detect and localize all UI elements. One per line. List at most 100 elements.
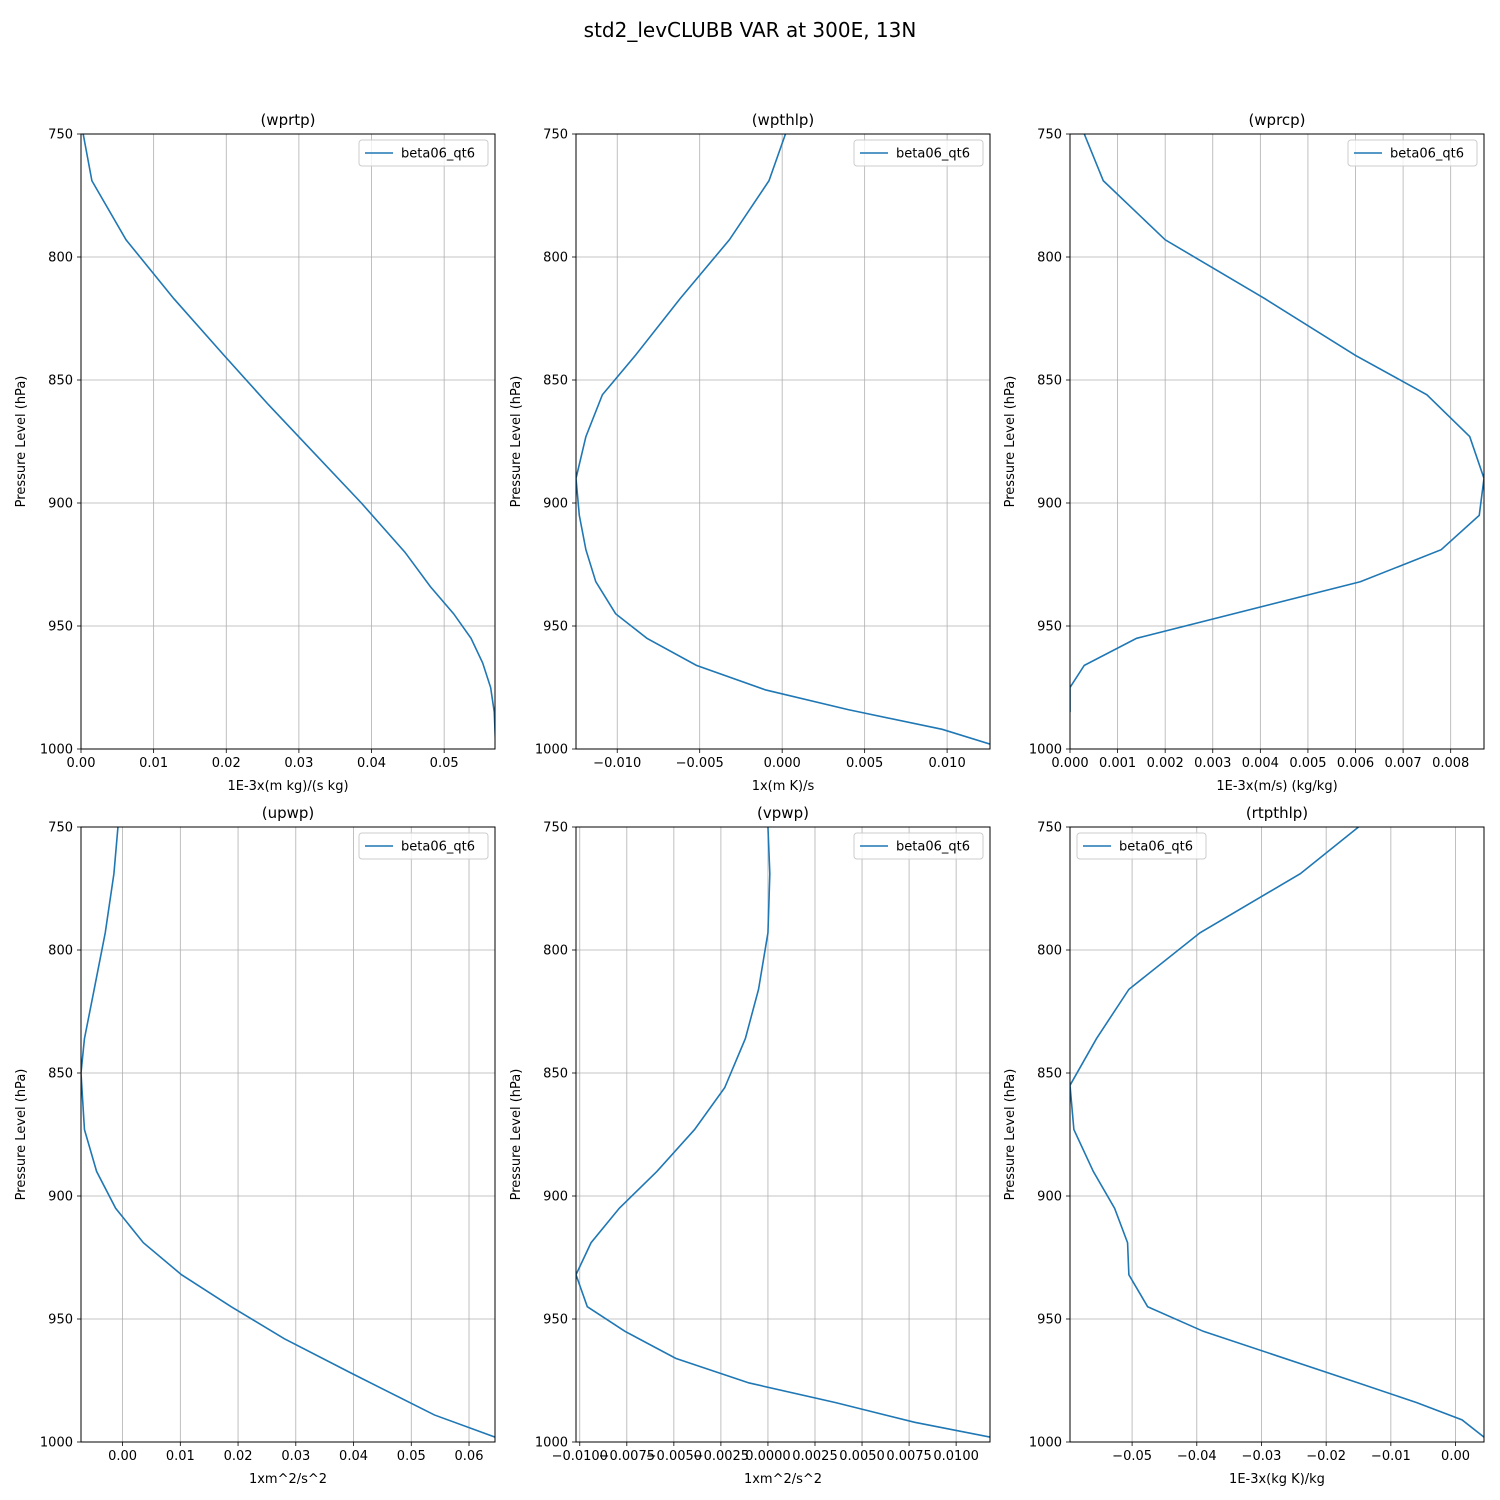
y-tick-label: 900 [1037,1190,1062,1205]
y-tick-label: 800 [1037,944,1062,959]
x-tick-label: 0.010 [929,756,966,771]
y-tick-label: 750 [48,128,73,143]
x-tick-label: 0.005 [846,756,883,771]
y-axis-label: Pressure Level (hPa) [14,1069,29,1201]
x-axis-label: 1xm^2/s^2 [249,1472,327,1487]
x-tick-label: 0.05 [397,1449,426,1464]
subplot-title: (wprcp) [1248,111,1305,129]
y-tick-label: 750 [543,821,568,836]
x-tick-label: −0.03 [1242,1449,1282,1464]
x-tick-label: 0.002 [1147,756,1184,771]
plot-frame [575,826,991,1443]
y-tick-label: 800 [543,944,568,959]
legend: beta06_qt6 [1347,139,1478,167]
x-tick-label: −0.010 [593,756,641,771]
y-tick-label: 950 [1037,1313,1062,1328]
x-tick-label: 0.004 [1242,756,1279,771]
legend-box [358,832,489,860]
y-tick-label: 1000 [1029,1436,1062,1451]
plot-frame [80,133,496,750]
x-tick-label: 0.0075 [886,1449,932,1464]
x-tick-label: −0.05 [1112,1449,1152,1464]
y-tick-label: 850 [1037,1067,1062,1082]
legend-label: beta06_qt6 [401,147,475,162]
x-tick-label: 0.01 [139,756,168,771]
y-tick-label: 750 [48,821,73,836]
legend-label: beta06_qt6 [896,840,970,855]
subplot-title: (vpwp) [757,804,809,822]
legend: beta06_qt6 [1076,832,1207,860]
y-tick-label: 1000 [40,1436,73,1451]
legend-box [853,832,984,860]
legend-box [853,139,984,167]
x-tick-label: −0.0025 [693,1449,749,1464]
y-tick-label: 1000 [535,743,568,758]
plot-frame [575,133,991,750]
y-tick-label: 900 [543,1190,568,1205]
x-tick-label: 0.02 [212,756,241,771]
x-tick-label: 0.000 [764,756,801,771]
x-tick-label: 0.0050 [839,1449,885,1464]
y-tick-label: 1000 [40,743,73,758]
x-tick-label: 0.008 [1432,756,1469,771]
legend: beta06_qt6 [853,139,984,167]
x-tick-label: 0.03 [281,1449,310,1464]
x-tick-label: −0.01 [1371,1449,1411,1464]
subplot-6: −0.05 −0.04 −0.03 −0.02 −0.01 0.00 750 800 850 90… [1003,804,1485,1487]
y-tick-label: 750 [1037,128,1062,143]
y-tick-label: 850 [543,1067,568,1082]
x-tick-label: 0.003 [1194,756,1231,771]
subplots-grid: 0.00 0.01 0.02 0.03 0.04 0.05 750 800 850 900 950 1… [14,111,1485,1487]
x-tick-label: 0.001 [1099,756,1136,771]
y-axis-label: Pressure Level (hPa) [1003,376,1018,508]
x-tick-label: −0.04 [1177,1449,1217,1464]
y-axis-label: Pressure Level (hPa) [14,376,29,508]
x-tick-label: 0.04 [339,1449,368,1464]
legend-box [1076,832,1207,860]
y-tick-label: 850 [48,374,73,389]
series-line-beta06_qt6 [82,134,495,749]
legend-label: beta06_qt6 [401,840,475,855]
y-tick-label: 800 [48,944,73,959]
x-tick-label: 0.01 [166,1449,195,1464]
subplot-1: 0.00 0.01 0.02 0.03 0.04 0.05 750 800 850 900 950 1… [14,111,496,794]
y-tick-label: 1000 [1029,743,1062,758]
y-tick-label: 850 [48,1067,73,1082]
x-tick-label: −0.02 [1306,1449,1346,1464]
x-tick-label: 0.0000 [745,1449,791,1464]
x-axis-label: 1xm^2/s^2 [744,1472,822,1487]
series-line-beta06_qt6 [1070,134,1484,713]
y-tick-label: 950 [48,620,73,635]
legend: beta06_qt6 [853,832,984,860]
subplot-3: 0.000 0.001 0.002 0.003 0.004 0.005 0.006 0.007… [1003,111,1485,794]
legend-box [358,139,489,167]
x-tick-label: 0.005 [1289,756,1326,771]
x-tick-label: 0.00 [67,756,96,771]
y-tick-label: 900 [48,1190,73,1205]
y-axis-label: Pressure Level (hPa) [509,376,524,508]
x-tick-label: −0.0100 [552,1449,608,1464]
legend-label: beta06_qt6 [1390,147,1464,162]
subplot-title: (wprtp) [260,111,315,129]
y-tick-label: 900 [1037,497,1062,512]
y-tick-label: 950 [1037,620,1062,635]
y-tick-label: 950 [48,1313,73,1328]
y-tick-label: 800 [543,251,568,266]
y-tick-label: 900 [543,497,568,512]
series-line-beta06_qt6 [576,134,990,745]
y-axis-label: Pressure Level (hPa) [509,1069,524,1201]
x-tick-label: 0.03 [284,756,313,771]
y-tick-label: 800 [48,251,73,266]
x-tick-label: 0.04 [357,756,386,771]
subplot-title: (rtpthlp) [1246,804,1308,822]
x-tick-label: 0.02 [224,1449,253,1464]
y-tick-label: 900 [48,497,73,512]
series-line-beta06_qt6 [1070,827,1484,1438]
y-axis-label: Pressure Level (hPa) [1003,1069,1018,1201]
x-tick-label: −0.0050 [646,1449,702,1464]
y-tick-label: 850 [543,374,568,389]
series-line-beta06_qt6 [576,827,990,1438]
